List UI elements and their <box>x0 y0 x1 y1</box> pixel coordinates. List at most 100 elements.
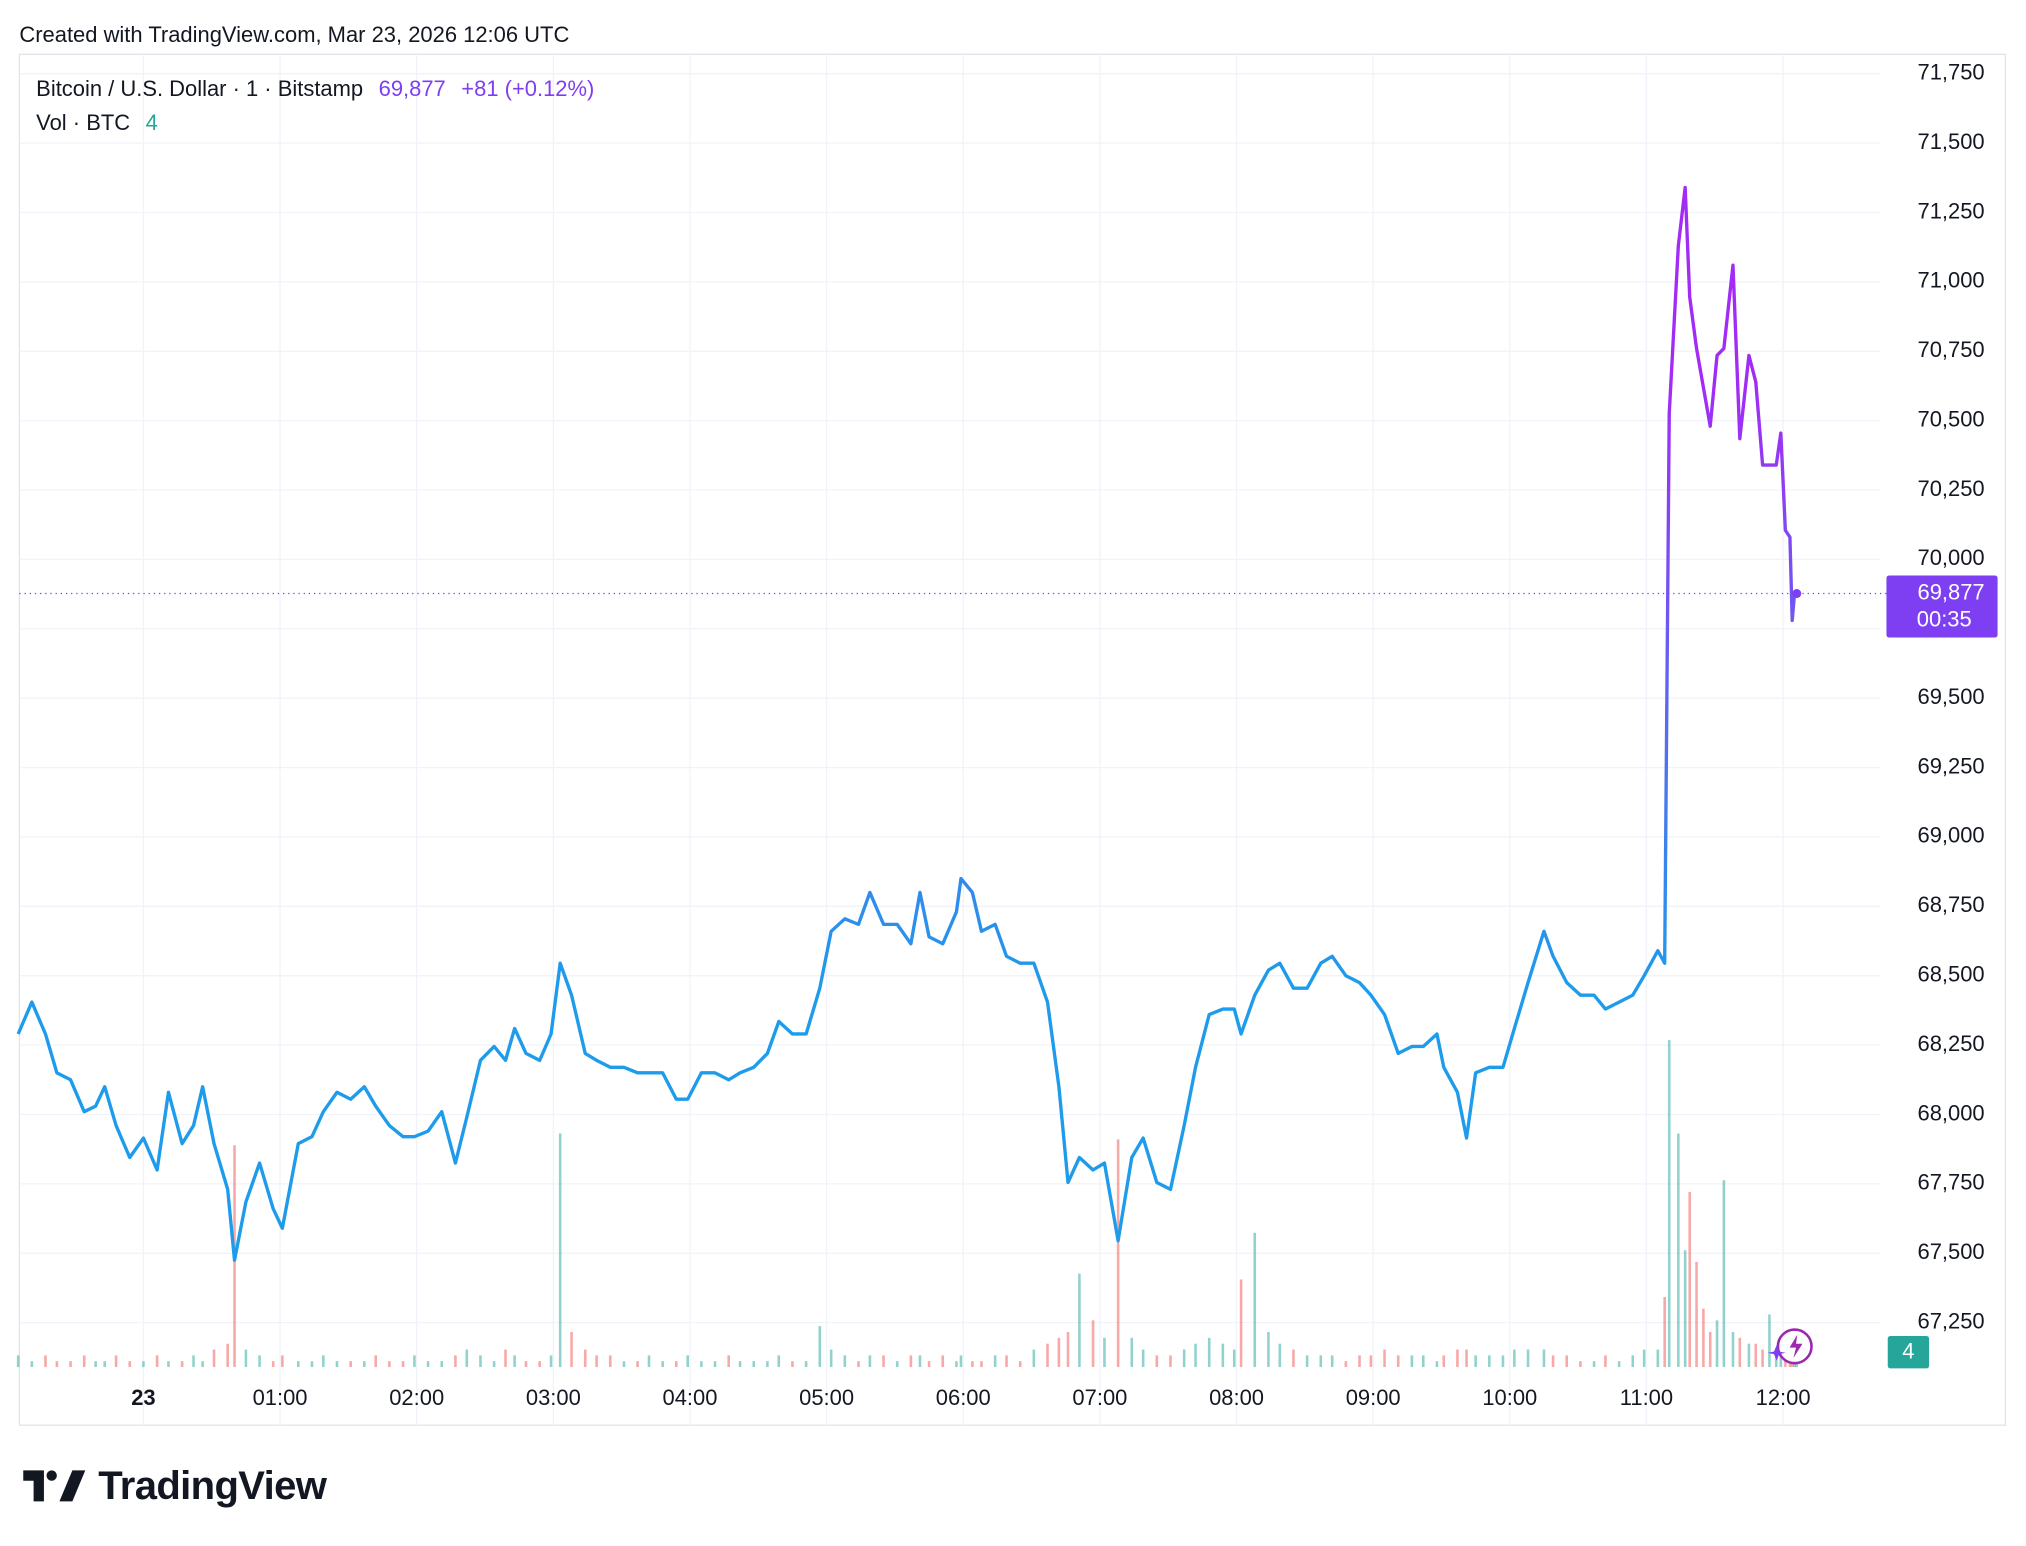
volume-bar <box>335 1361 339 1368</box>
volume-bar <box>1292 1349 1295 1368</box>
x-tick-label: 10:00 <box>1482 1385 1537 1410</box>
volume-bar <box>918 1355 922 1368</box>
volume-bar <box>1032 1349 1036 1368</box>
volume-bar <box>538 1361 541 1368</box>
grid <box>19 54 1880 1426</box>
volume-bar <box>752 1361 756 1368</box>
volume-bar <box>258 1355 261 1368</box>
volume-bar <box>1663 1296 1666 1368</box>
volume-bar <box>1631 1355 1635 1368</box>
volume-bar <box>1768 1314 1771 1368</box>
volume-bar <box>479 1355 482 1368</box>
volume-bar <box>1330 1355 1334 1368</box>
volume-bar <box>1708 1332 1712 1368</box>
y-tick-label: 71,750 <box>1917 59 1984 84</box>
x-tick-label: 07:00 <box>1072 1385 1127 1410</box>
volume-bar <box>1141 1349 1145 1368</box>
volume-bar <box>94 1361 97 1368</box>
volume-bar <box>454 1355 457 1368</box>
volume-bar <box>818 1326 822 1368</box>
legend: Bitcoin / U.S. Dollar · 1 · Bitstamp 69,… <box>36 76 594 135</box>
volume-bar <box>1722 1180 1726 1368</box>
y-tick-label: 67,750 <box>1917 1170 1984 1195</box>
y-tick-label: 68,750 <box>1917 892 1984 917</box>
volume-bar <box>1305 1355 1309 1368</box>
volume-bar <box>114 1355 118 1368</box>
volume-bar <box>927 1361 931 1368</box>
volume-bar <box>465 1349 469 1368</box>
y-tick-label: 71,500 <box>1917 129 1984 154</box>
chart-title: Created with TradingView.com, Mar 23, 20… <box>19 22 569 47</box>
volume-bar <box>1421 1355 1425 1368</box>
volume-bar <box>1267 1332 1270 1368</box>
volume-bar <box>738 1361 742 1368</box>
volume-bar <box>661 1361 664 1368</box>
volume-bar <box>959 1355 963 1368</box>
volume-bar <box>1410 1355 1414 1368</box>
volume-bar <box>1702 1308 1705 1368</box>
volume-bar <box>524 1361 528 1368</box>
volume-bar <box>401 1361 405 1368</box>
volume-bar <box>804 1361 808 1368</box>
volume-bar <box>1695 1261 1698 1368</box>
volume-bars <box>16 1040 1799 1368</box>
volume-bar <box>1194 1343 1197 1368</box>
volume-bar <box>492 1361 496 1368</box>
volume-bar <box>843 1355 847 1368</box>
volume-bar <box>128 1361 132 1368</box>
x-tick-label: 11:00 <box>1620 1385 1673 1410</box>
volume-bar <box>82 1355 86 1368</box>
volume-bar <box>1182 1349 1186 1368</box>
volume-bar <box>1232 1349 1236 1368</box>
y-tick-label: 71,250 <box>1917 198 1984 223</box>
volume-bar <box>1116 1139 1120 1368</box>
y-tick-label: 67,500 <box>1917 1239 1984 1264</box>
last-point <box>1792 589 1802 599</box>
volume-bar <box>1046 1343 1049 1368</box>
volume-bar <box>16 1355 20 1368</box>
price-line <box>16 185 1798 1262</box>
volume-bar <box>1715 1320 1719 1368</box>
volume-bar <box>374 1355 378 1368</box>
volume-bar <box>1488 1355 1491 1368</box>
volume-bar <box>868 1355 872 1368</box>
y-tick-label: 70,500 <box>1917 406 1984 431</box>
volume-bar <box>791 1361 794 1368</box>
volume-bar <box>1779 1349 1783 1368</box>
volume-bar <box>180 1361 184 1368</box>
volume-bar <box>155 1355 159 1368</box>
plot <box>16 185 1887 1262</box>
volume-bar <box>1592 1361 1596 1368</box>
volume-tag-label: 4 <box>1902 1339 1914 1364</box>
volume-bar <box>570 1332 573 1368</box>
x-tick-label: 09:00 <box>1346 1385 1401 1410</box>
y-tick-label: 70,250 <box>1917 476 1984 501</box>
volume-bar <box>595 1355 598 1368</box>
axes: 67,250 67,500 67,750 68,000 68,250 68,500 68,7… <box>131 59 1998 1410</box>
volume-bar <box>1677 1133 1680 1368</box>
volume-bar <box>1396 1355 1400 1368</box>
volume-bar <box>440 1361 444 1368</box>
volume-bar <box>1754 1343 1758 1368</box>
volume-bar <box>271 1361 275 1368</box>
volume-bar <box>1221 1343 1225 1368</box>
volume-bar <box>1278 1343 1282 1368</box>
volume-bar <box>955 1361 958 1368</box>
y-tick-label: 69,250 <box>1917 753 1984 778</box>
volume-bar <box>1155 1355 1159 1368</box>
volume-bar <box>55 1361 59 1368</box>
volume-tag <box>1887 1336 1930 1369</box>
volume-bar <box>142 1361 145 1368</box>
volume-bar <box>413 1355 416 1368</box>
x-tick-label: 08:00 <box>1209 1385 1264 1410</box>
volume-bar <box>69 1361 72 1368</box>
volume-bar <box>1513 1349 1516 1368</box>
volume-bar <box>1747 1343 1751 1368</box>
volume-bar <box>513 1355 516 1368</box>
x-tick-label: 12:00 <box>1756 1385 1811 1410</box>
price-change: +81 (+0.12%) <box>461 76 594 101</box>
volume-bar <box>212 1349 216 1368</box>
volume-bar <box>103 1361 106 1368</box>
volume-bar <box>1066 1332 1070 1368</box>
